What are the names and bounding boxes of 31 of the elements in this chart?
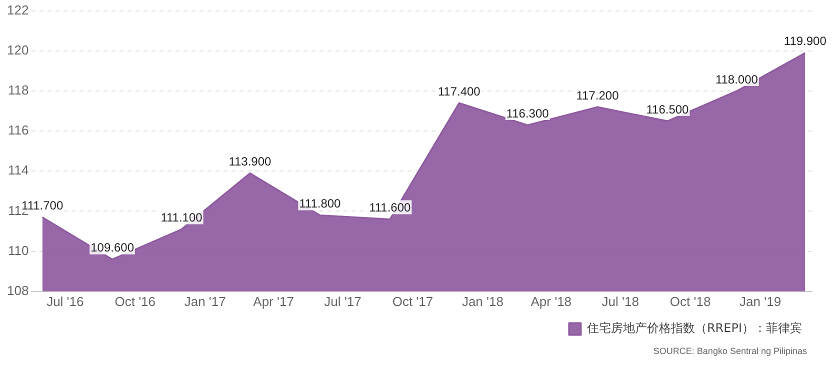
data-label: 111.100 xyxy=(160,210,203,225)
x-tick-label: Jul '17 xyxy=(324,294,362,309)
data-label: 111.600 xyxy=(369,200,412,215)
y-tick-label: 108 xyxy=(6,282,29,298)
x-tick-label: Oct '16 xyxy=(114,294,156,309)
y-tick-label: 120 xyxy=(6,42,29,58)
data-label: 116.500 xyxy=(646,102,690,116)
x-tick-label: Apr '17 xyxy=(253,294,294,309)
y-tick-label: 116 xyxy=(8,122,29,138)
x-tick-label: Jul '16 xyxy=(46,294,84,309)
x-tick-label: Oct '17 xyxy=(392,294,434,309)
data-label: 109.600 xyxy=(90,240,134,255)
y-tick-label: 110 xyxy=(8,242,29,258)
data-label: 116.300 xyxy=(506,106,550,120)
source-note: SOURCE: Bangko Sentral ng Pilipinas xyxy=(653,346,807,356)
data-label: 118.000 xyxy=(715,72,758,86)
x-tick-label: Jan '18 xyxy=(462,294,504,309)
data-label: 119.900 xyxy=(784,34,827,48)
x-tick-label: Jan '17 xyxy=(184,294,226,309)
data-label: 113.900 xyxy=(228,154,272,168)
y-tick-label: 122 xyxy=(6,2,29,18)
data-label: 111.800 xyxy=(299,196,342,211)
y-tick-label: 114 xyxy=(8,162,29,178)
y-tick-label: 118 xyxy=(8,82,29,98)
x-tick-label: Jan '19 xyxy=(740,294,782,309)
x-tick-label: Apr '18 xyxy=(530,294,572,309)
data-label: 117.400 xyxy=(438,84,481,98)
x-tick-label: Jul '18 xyxy=(602,294,639,309)
x-tick-label: Oct '18 xyxy=(670,294,711,309)
legend-label: 住宅房地产价格指数（RREPI）：菲律宾 xyxy=(586,321,802,336)
data-label: 117.200 xyxy=(576,88,620,102)
